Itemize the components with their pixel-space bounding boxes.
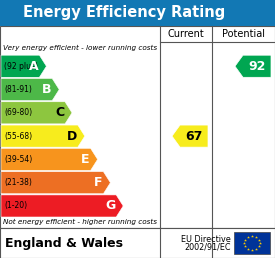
Text: Energy Efficiency Rating: Energy Efficiency Rating [23,5,225,20]
Text: (1-20): (1-20) [4,201,27,211]
Polygon shape [1,195,123,217]
Bar [234,232,270,254]
Text: EU Directive: EU Directive [181,235,231,244]
Text: (81-91): (81-91) [4,85,32,94]
Text: C: C [55,106,64,119]
Polygon shape [1,102,72,124]
Text: 2002/91/EC: 2002/91/EC [185,243,231,252]
Text: Very energy efficient - lower running costs: Very energy efficient - lower running co… [3,45,157,51]
Bar [0,26,275,228]
Polygon shape [1,172,110,194]
Polygon shape [1,125,85,147]
Text: 92: 92 [248,60,266,73]
Polygon shape [235,55,271,77]
Text: (69-80): (69-80) [4,108,32,117]
Text: A: A [29,60,39,73]
Text: (55-68): (55-68) [4,132,32,141]
Text: E: E [81,153,90,166]
Polygon shape [1,78,59,101]
Text: Current: Current [168,29,204,39]
Text: Potential: Potential [222,29,265,39]
Text: F: F [94,176,102,189]
Text: Not energy efficient - higher running costs: Not energy efficient - higher running co… [3,219,157,225]
Bar [0,0,275,26]
Text: England & Wales: England & Wales [5,237,123,249]
Polygon shape [172,125,208,147]
Text: (92 plus): (92 plus) [4,62,38,71]
Polygon shape [1,55,46,77]
Text: (21-38): (21-38) [4,178,32,187]
Text: B: B [42,83,51,96]
Polygon shape [1,148,98,171]
Text: G: G [105,199,115,212]
Text: (39-54): (39-54) [4,155,32,164]
Text: 67: 67 [185,130,203,143]
Text: D: D [67,130,77,143]
Bar [0,228,275,258]
